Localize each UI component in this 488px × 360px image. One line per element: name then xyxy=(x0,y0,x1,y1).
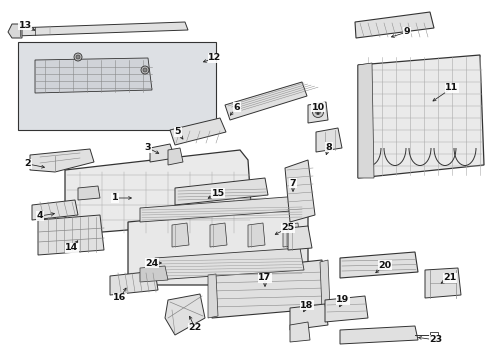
Polygon shape xyxy=(325,296,367,322)
Text: 3: 3 xyxy=(144,144,151,153)
Polygon shape xyxy=(38,215,104,255)
Text: 10: 10 xyxy=(311,103,324,112)
Text: 19: 19 xyxy=(336,296,349,305)
Text: 22: 22 xyxy=(188,324,201,333)
Polygon shape xyxy=(287,226,311,250)
Text: 13: 13 xyxy=(19,21,32,30)
Text: 4: 4 xyxy=(37,211,43,220)
Circle shape xyxy=(76,55,80,59)
Text: 8: 8 xyxy=(325,143,332,152)
Text: 24: 24 xyxy=(145,258,158,267)
Polygon shape xyxy=(289,322,309,342)
Text: 1: 1 xyxy=(111,194,118,202)
Polygon shape xyxy=(32,200,78,220)
Text: 9: 9 xyxy=(403,27,409,36)
Polygon shape xyxy=(247,223,264,247)
Circle shape xyxy=(141,66,149,74)
Text: 18: 18 xyxy=(300,301,313,310)
Polygon shape xyxy=(30,149,94,172)
Polygon shape xyxy=(283,223,299,247)
Polygon shape xyxy=(168,148,183,165)
Text: 14: 14 xyxy=(65,243,79,252)
Text: 25: 25 xyxy=(281,224,294,233)
Text: 5: 5 xyxy=(174,127,181,136)
Polygon shape xyxy=(164,294,204,335)
Text: 7: 7 xyxy=(289,179,296,188)
Circle shape xyxy=(312,107,323,117)
Circle shape xyxy=(142,68,147,72)
Text: 20: 20 xyxy=(378,261,391,270)
Polygon shape xyxy=(285,160,314,222)
Polygon shape xyxy=(207,274,218,318)
Circle shape xyxy=(315,109,320,114)
Text: 21: 21 xyxy=(443,274,456,283)
Polygon shape xyxy=(140,196,305,222)
Polygon shape xyxy=(224,82,306,120)
Polygon shape xyxy=(315,128,341,152)
Polygon shape xyxy=(140,266,168,282)
Text: 16: 16 xyxy=(113,293,126,302)
Polygon shape xyxy=(209,223,226,247)
Polygon shape xyxy=(339,326,417,344)
Polygon shape xyxy=(319,260,329,310)
Polygon shape xyxy=(429,332,437,339)
Polygon shape xyxy=(209,260,327,318)
Text: 17: 17 xyxy=(258,274,271,283)
Circle shape xyxy=(74,53,82,61)
Polygon shape xyxy=(128,205,307,285)
Polygon shape xyxy=(357,55,483,178)
Polygon shape xyxy=(307,102,327,123)
Text: 6: 6 xyxy=(233,103,240,112)
Polygon shape xyxy=(8,24,22,38)
Polygon shape xyxy=(172,223,189,247)
Text: 23: 23 xyxy=(428,336,442,345)
Polygon shape xyxy=(110,271,158,295)
Text: 11: 11 xyxy=(445,84,458,93)
Polygon shape xyxy=(354,12,433,38)
Polygon shape xyxy=(65,150,251,235)
Polygon shape xyxy=(357,63,373,178)
Polygon shape xyxy=(175,178,267,205)
Text: 12: 12 xyxy=(208,54,221,63)
Polygon shape xyxy=(170,118,225,145)
Text: 2: 2 xyxy=(24,159,31,168)
Bar xyxy=(18,42,216,130)
Polygon shape xyxy=(150,144,175,162)
Polygon shape xyxy=(424,268,460,298)
Polygon shape xyxy=(15,22,187,36)
Text: 15: 15 xyxy=(211,189,224,198)
Polygon shape xyxy=(155,248,304,280)
Polygon shape xyxy=(289,304,327,330)
Polygon shape xyxy=(339,252,417,278)
Polygon shape xyxy=(78,186,100,200)
Polygon shape xyxy=(35,58,152,93)
